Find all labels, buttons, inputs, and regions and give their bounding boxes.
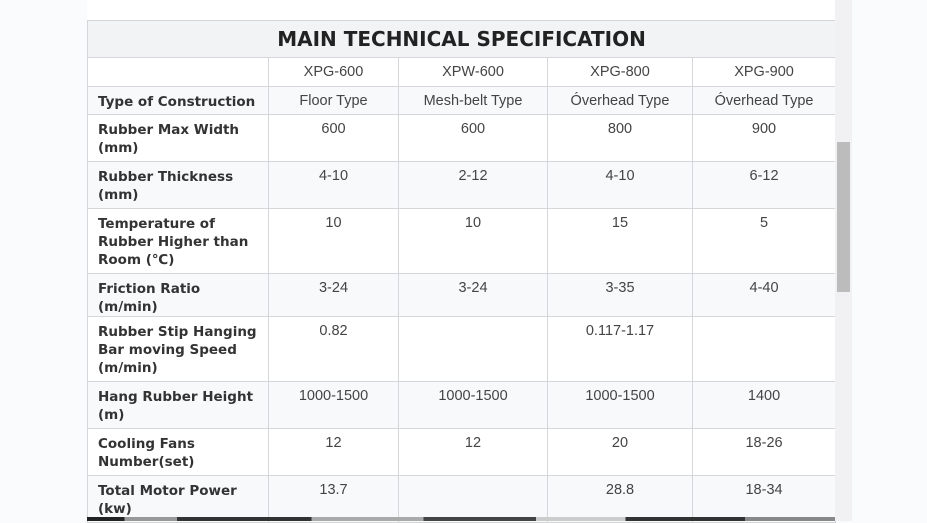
row-label: Temperature of Rubber Higher than Room (… — [87, 208, 269, 274]
row-label: Friction Ratio (m/min) — [87, 273, 269, 317]
cell-value: 18-26 — [691, 428, 837, 476]
row-label: Cooling Fans Number(set) — [87, 428, 269, 476]
model-header: XPG-600 — [268, 57, 399, 87]
cell-value: 1400 — [691, 381, 837, 429]
cell-value: Óverhead Type — [691, 86, 837, 115]
cell-value: 6-12 — [691, 161, 837, 209]
table-title: MAIN TECHNICAL SPECIFICATION — [86, 20, 837, 58]
table-row: Total Motor Power (kw) 13.7 28.8 18-34 — [87, 475, 837, 523]
cell-value: 800 — [547, 114, 693, 162]
row-label: Total Motor Power (kw) — [87, 475, 269, 523]
cell-value: 18-34 — [691, 475, 837, 523]
cell-value: 4-10 — [268, 161, 399, 209]
cell-value: 1000-1500 — [268, 381, 399, 429]
cell-value: 20 — [547, 428, 693, 476]
cell-value: 600 — [398, 114, 548, 162]
table-row: Rubber Max Width (mm) 600 600 800 900 — [87, 114, 837, 162]
row-label: Rubber Thickness (mm) — [87, 161, 269, 209]
cell-value: 4-40 — [691, 273, 837, 317]
cell-value — [691, 316, 837, 382]
model-header: XPG-800 — [547, 57, 693, 87]
cell-value: 2-12 — [398, 161, 548, 209]
cell-value: 10 — [268, 208, 399, 274]
cell-value: 0.82 — [268, 316, 399, 382]
table-row: Rubber Stip Hanging Bar moving Speed (m/… — [87, 316, 837, 382]
row-label: Type of Construction — [87, 86, 269, 115]
cell-value — [398, 316, 548, 382]
cell-value: 12 — [398, 428, 548, 476]
scrollbar[interactable] — [835, 0, 852, 521]
cell-value: 5 — [691, 208, 837, 274]
cell-value: 3-24 — [268, 273, 399, 317]
cell-value: 1000-1500 — [547, 381, 693, 429]
table-row: Hang Rubber Height (m) 1000-1500 1000-1500… — [87, 381, 837, 429]
cell-value — [398, 475, 548, 523]
spec-table: MAIN TECHNICAL SPECIFICATION XPG-600 XPW-… — [86, 20, 837, 523]
product-image-strip — [87, 517, 835, 521]
cell-value: 3-35 — [547, 273, 693, 317]
cell-value: 3-24 — [398, 273, 548, 317]
cell-value: Óverhead Type — [547, 86, 693, 115]
cell-value: 900 — [691, 114, 837, 162]
cell-value: 1000-1500 — [398, 381, 548, 429]
cell-value: Floor Type — [268, 86, 399, 115]
table-row: Type of Construction Floor Type Mesh-belt … — [87, 86, 837, 115]
table-row: Friction Ratio (m/min) 3-24 3-24 3-35 4-40 — [87, 273, 837, 317]
cell-value: 28.8 — [547, 475, 693, 523]
model-header: XPG-900 — [691, 57, 837, 87]
cell-value: 13.7 — [268, 475, 399, 523]
cell-value: 15 — [547, 208, 693, 274]
cell-value: 0.117-1.17 — [547, 316, 693, 382]
cell-value: 10 — [398, 208, 548, 274]
table-row: Cooling Fans Number(set) 12 12 20 18-26 — [87, 428, 837, 476]
scrollbar-thumb[interactable] — [837, 142, 850, 292]
row-label: Hang Rubber Height (m) — [87, 381, 269, 429]
row-label: Rubber Max Width (mm) — [87, 114, 269, 162]
table-row: Temperature of Rubber Higher than Room (… — [87, 208, 837, 274]
cell-value: 4-10 — [547, 161, 693, 209]
cell-value: Mesh-belt Type — [398, 86, 548, 115]
model-header: XPW-600 — [398, 57, 548, 87]
row-label: Rubber Stip Hanging Bar moving Speed (m/… — [87, 316, 269, 382]
header-empty-cell — [87, 57, 269, 87]
table-row: Rubber Thickness (mm) 4-10 2-12 4-10 6-12 — [87, 161, 837, 209]
cell-value: 600 — [268, 114, 399, 162]
cell-value: 12 — [268, 428, 399, 476]
